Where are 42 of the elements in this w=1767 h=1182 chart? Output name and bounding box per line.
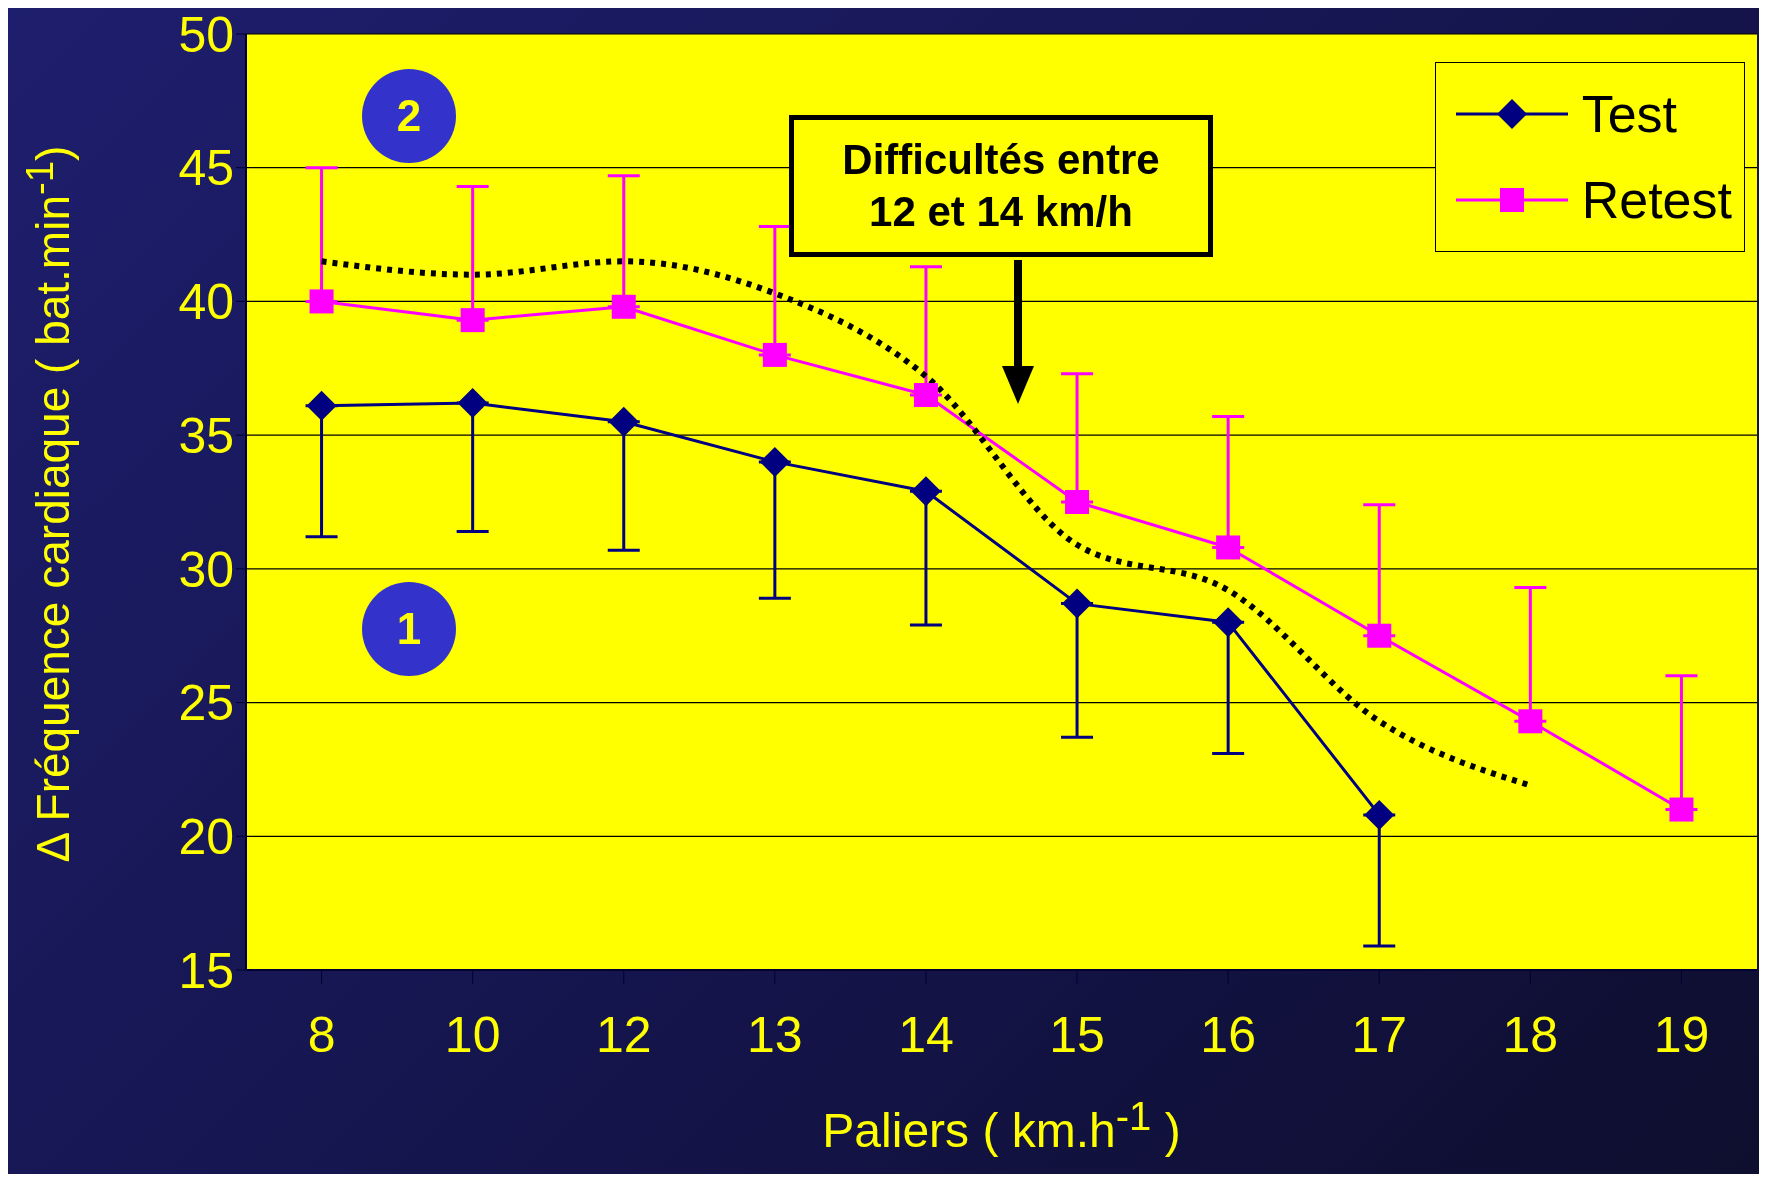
point bbox=[910, 476, 941, 507]
point bbox=[762, 342, 787, 367]
legend-label: Retest bbox=[1581, 170, 1732, 230]
x-tick-label: 16 bbox=[1200, 1006, 1256, 1063]
y-tick-label: 15 bbox=[178, 942, 234, 999]
x-tick-label: 13 bbox=[747, 1006, 803, 1063]
y-tick-label: 40 bbox=[178, 274, 234, 331]
x-axis-title: Paliers ( km.h$^{-1}$ ) bbox=[821, 1094, 1182, 1158]
point bbox=[611, 294, 636, 319]
point bbox=[1216, 535, 1241, 560]
point bbox=[1364, 799, 1395, 830]
annotation: 1 bbox=[362, 582, 456, 676]
y-tick-label: 20 bbox=[178, 809, 234, 866]
point bbox=[1669, 797, 1694, 822]
x-tick-label: 19 bbox=[1653, 1006, 1710, 1063]
point bbox=[457, 388, 488, 419]
point bbox=[1518, 709, 1543, 734]
x-tick-label: 17 bbox=[1351, 1006, 1408, 1063]
point bbox=[1065, 490, 1090, 514]
y-tick-label: 50 bbox=[178, 6, 234, 63]
point bbox=[1062, 588, 1093, 619]
point bbox=[913, 383, 938, 408]
point bbox=[608, 406, 639, 437]
x-tick-label: 12 bbox=[595, 1006, 652, 1063]
y-tick-label: 25 bbox=[178, 675, 234, 732]
x-tick-label: 8 bbox=[307, 1006, 336, 1063]
annotation: Difficultés entre 12 et 14 km/h bbox=[789, 115, 1213, 257]
x-tick-label: 14 bbox=[898, 1006, 954, 1063]
y-tick-label: 45 bbox=[178, 140, 234, 197]
point bbox=[306, 390, 337, 421]
y-tick-label: 35 bbox=[178, 407, 234, 464]
annotation: 2 bbox=[362, 69, 456, 163]
point bbox=[460, 308, 485, 333]
point bbox=[1367, 623, 1392, 648]
point bbox=[1213, 607, 1244, 638]
legend-label: Test bbox=[1581, 84, 1678, 144]
x-tick-label: 15 bbox=[1049, 1006, 1105, 1063]
x-tick-label: 10 bbox=[444, 1006, 501, 1063]
point bbox=[309, 289, 334, 314]
y-tick-label: 30 bbox=[178, 541, 234, 598]
x-tick-label: 18 bbox=[1502, 1006, 1559, 1063]
point bbox=[759, 446, 790, 477]
